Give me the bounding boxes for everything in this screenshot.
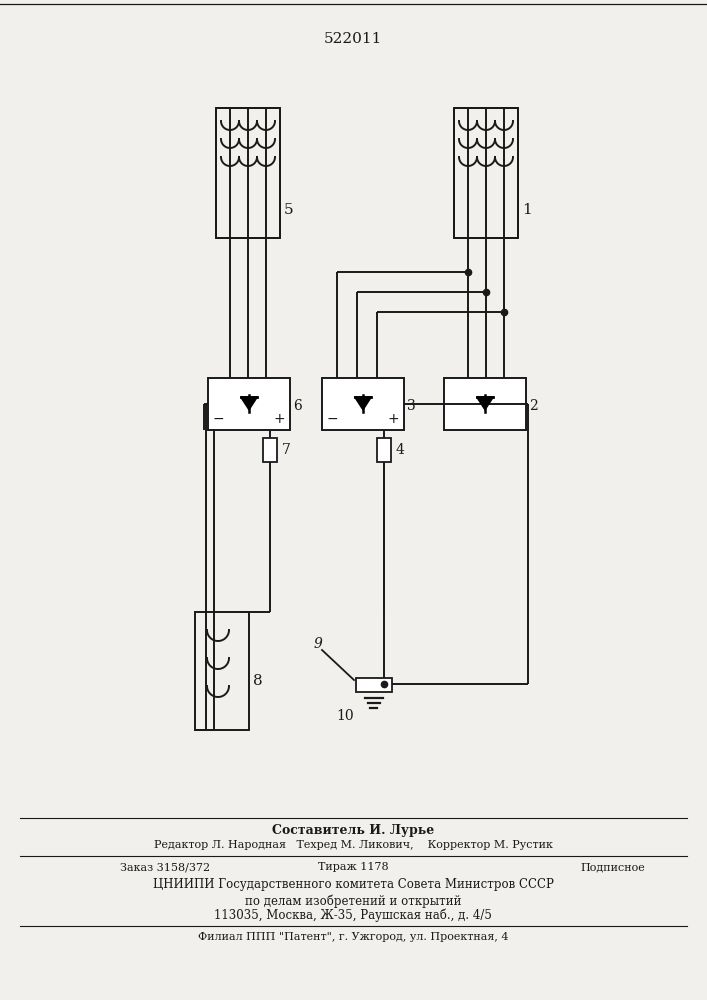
Text: Составитель И. Лурье: Составитель И. Лурье (272, 824, 434, 837)
Bar (263, 438, 277, 462)
Text: −: − (213, 412, 225, 426)
Bar (454, 108, 518, 238)
Text: 113035, Москва, Ж-35, Раушская наб., д. 4/5: 113035, Москва, Ж-35, Раушская наб., д. … (214, 908, 492, 922)
Polygon shape (477, 397, 493, 410)
Text: 1: 1 (522, 203, 532, 217)
Text: Филиал ППП "Патент", г. Ужгород, ул. Проектная, 4: Филиал ППП "Патент", г. Ужгород, ул. Про… (198, 932, 508, 942)
Text: 9: 9 (314, 637, 323, 651)
Text: −: − (327, 412, 339, 426)
Bar (208, 378, 290, 430)
Text: ЦНИИПИ Государственного комитета Совета Министров СССР: ЦНИИПИ Государственного комитета Совета … (153, 878, 554, 891)
Text: Тираж 1178: Тираж 1178 (317, 862, 388, 872)
Bar (195, 612, 249, 730)
Text: 522011: 522011 (324, 32, 382, 46)
Text: +: + (274, 412, 286, 426)
Text: по делам изобретений и открытий: по делам изобретений и открытий (245, 894, 461, 908)
Bar (377, 438, 391, 462)
Text: 10: 10 (336, 709, 354, 723)
Bar (444, 378, 526, 430)
Text: 4: 4 (396, 443, 405, 457)
Text: 3: 3 (407, 399, 416, 413)
Text: 8: 8 (253, 674, 262, 688)
Text: 6: 6 (293, 399, 302, 413)
Text: Подписное: Подписное (580, 862, 645, 872)
Bar (216, 108, 280, 238)
Bar (322, 378, 404, 430)
Text: Заказ 3158/372: Заказ 3158/372 (120, 862, 210, 872)
Text: Редактор Л. Народная   Техред М. Ликович,    Корректор М. Рустик: Редактор Л. Народная Техред М. Ликович, … (153, 840, 552, 850)
Text: 7: 7 (282, 443, 291, 457)
Bar (356, 678, 392, 692)
Polygon shape (354, 397, 371, 410)
Text: 2: 2 (529, 399, 538, 413)
Text: +: + (388, 412, 399, 426)
Polygon shape (240, 397, 257, 410)
Text: 5: 5 (284, 203, 293, 217)
